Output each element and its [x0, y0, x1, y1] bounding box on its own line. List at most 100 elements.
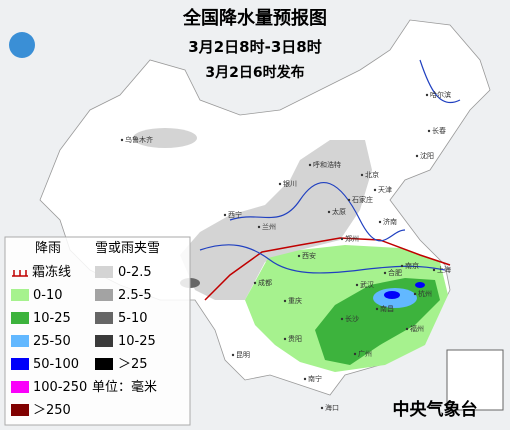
city-dot: [425, 93, 429, 97]
city-label: 成都: [258, 278, 272, 287]
city-dot: [405, 327, 409, 331]
legend: 降雨 雪或雨夹雪 霜冻线 单位：毫米 0-10 10-25 25-50 50-100 1…: [4, 236, 191, 426]
city-dot: [278, 182, 282, 186]
legend-label: 10-25: [33, 311, 71, 326]
city-dot: [257, 225, 261, 229]
legend-swatch: [95, 312, 113, 324]
issued: 3月2日6时发布: [205, 64, 304, 81]
city-dot: [383, 271, 387, 275]
city-dot: [360, 173, 364, 177]
city-label: 济南: [383, 217, 397, 226]
city-dot: [415, 154, 419, 158]
city-dot: [308, 163, 312, 167]
city-dot: [283, 337, 287, 341]
city-label: 上海: [437, 265, 451, 274]
snow-area: [133, 128, 197, 148]
city-dot: [355, 283, 359, 287]
city-dot: [120, 138, 124, 142]
city-dot: [340, 317, 344, 321]
city-label: 福州: [410, 324, 424, 333]
rivers: [199, 59, 461, 274]
city-label: 西宁: [228, 210, 242, 219]
legend-label: 2.5-5: [118, 288, 152, 303]
legend-label: 25-50: [33, 334, 71, 349]
legend-header: 雪或雨夹雪: [95, 241, 160, 256]
legend-label: ＞250: [33, 403, 71, 418]
city-label: 西安: [302, 251, 316, 260]
city-dot: [327, 210, 331, 214]
city-dot: [231, 353, 235, 357]
city-label: 昆明: [236, 351, 250, 359]
legend-swatch: [11, 358, 29, 370]
city-label: 石家庄: [352, 195, 373, 204]
city-label: 呼和浩特: [313, 160, 341, 169]
city-label: 乌鲁木齐: [125, 135, 153, 144]
city-dot: [320, 406, 324, 410]
subtitle: 3月2日8时-3日8时: [188, 38, 321, 56]
city-dot: [400, 264, 404, 268]
frost-icon: [12, 270, 28, 277]
legend-label: 100-250: [33, 380, 87, 395]
agency: 中央气象台: [393, 399, 478, 420]
legend-header: 降雨: [35, 241, 61, 256]
legend-swatch: [95, 266, 113, 278]
legend-swatch: [11, 335, 29, 347]
legend-label: 50-100: [33, 357, 79, 372]
city-label: 重庆: [288, 296, 302, 305]
legend-swatch: [11, 381, 29, 393]
legend-unit: 单位：毫米: [92, 379, 157, 395]
city-label: 武汉: [360, 280, 374, 289]
city-dot: [413, 292, 417, 296]
city-dot: [432, 268, 436, 272]
city-dot: [353, 352, 357, 356]
legend-label: 霜冻线: [32, 264, 71, 280]
city-label: 南昌: [380, 304, 394, 313]
legend-swatch: [11, 289, 29, 301]
legend-label: 10-25: [118, 334, 156, 349]
city-label: 南京: [405, 261, 419, 270]
legend-label: ＞25: [118, 357, 148, 372]
city-label: 合肥: [388, 268, 402, 277]
city-label: 太原: [332, 207, 346, 216]
city-dot: [373, 188, 377, 192]
legend-swatch: [11, 404, 29, 416]
legend-swatch: [11, 312, 29, 324]
city-label: 银川: [283, 179, 297, 188]
city-label: 哈尔滨: [430, 90, 451, 99]
city-label: 郑州: [345, 235, 359, 243]
city-label: 兰州: [262, 222, 276, 231]
city-dot: [340, 237, 344, 241]
city-label: 天津: [378, 186, 392, 194]
south-sea-inset: [446, 349, 504, 411]
legend-swatch: [95, 335, 113, 347]
rain-area: [384, 291, 400, 299]
frost-line: [204, 237, 451, 301]
snow-area: [180, 140, 372, 300]
city-label: 海口: [325, 403, 339, 412]
city-label: 长春: [432, 126, 446, 135]
legend-label: 0-10: [33, 288, 63, 303]
city-label: 沈阳: [420, 151, 434, 160]
city-dot: [283, 299, 287, 303]
rain-area: [415, 282, 425, 288]
city-label: 长沙: [345, 314, 359, 323]
legend-label: 0-2.5: [118, 265, 152, 280]
city-dot: [253, 281, 257, 285]
city-dot: [427, 129, 431, 133]
city-dot: [378, 220, 382, 224]
city-label: 贵阳: [288, 334, 302, 343]
city-label: 南宁: [308, 374, 322, 383]
title: 全国降水量预报图: [182, 7, 327, 29]
legend-swatch: [95, 358, 113, 370]
city-dot: [375, 307, 379, 311]
city-dot: [297, 254, 301, 258]
city-dot: [303, 377, 307, 381]
legend-swatch: [95, 289, 113, 301]
logo: [9, 32, 35, 58]
legend-label: 5-10: [118, 311, 148, 326]
city-dot: [347, 198, 351, 202]
city-label: 北京: [365, 170, 379, 179]
city-label: 广州: [358, 349, 372, 358]
